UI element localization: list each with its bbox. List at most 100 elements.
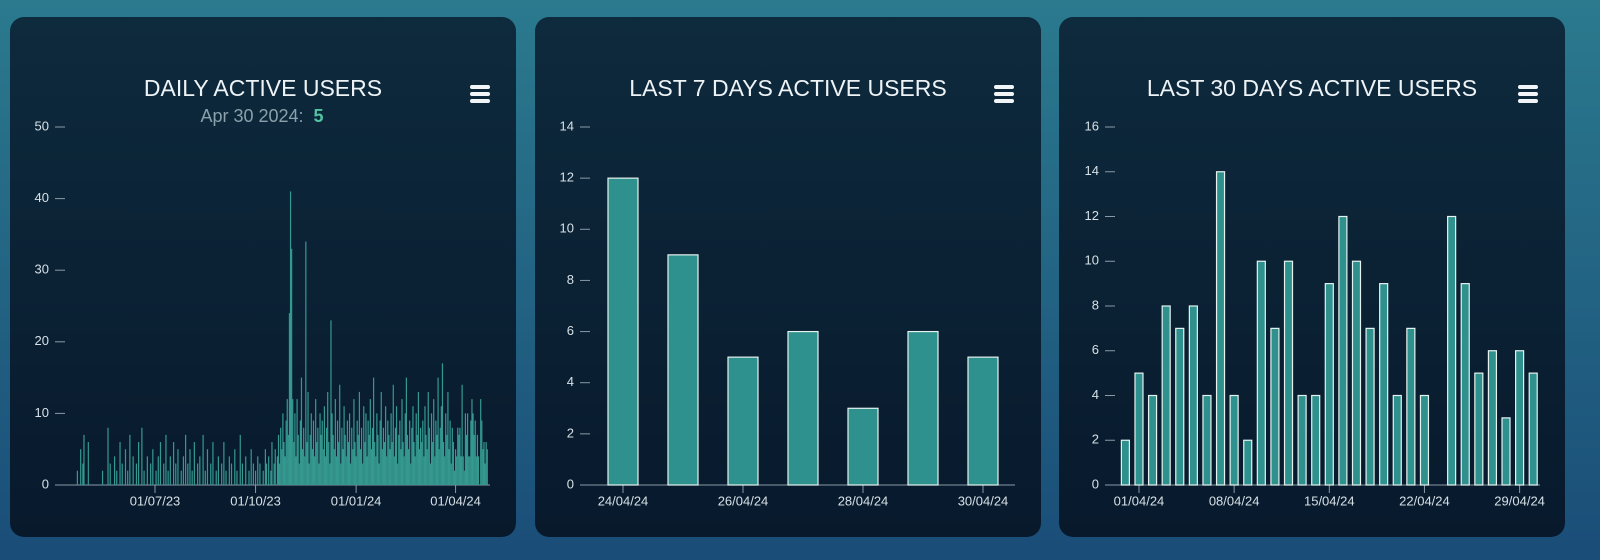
bar: [254, 470, 257, 485]
bar: [440, 406, 442, 485]
bar: [328, 442, 330, 485]
bar: [1474, 372, 1484, 486]
bar: [287, 434, 289, 485]
bar: [159, 442, 162, 485]
bar: [293, 442, 295, 485]
bar: [280, 427, 282, 485]
bar: [344, 434, 346, 485]
bar: [458, 434, 460, 485]
bar: [297, 434, 299, 485]
bar: [428, 427, 430, 485]
bar: [472, 413, 474, 485]
bar: [364, 442, 366, 485]
bar: [318, 463, 320, 485]
bar: [295, 456, 297, 485]
bar: [374, 442, 376, 485]
bar: [358, 391, 360, 485]
bar: [310, 413, 312, 485]
bar: [1460, 283, 1470, 486]
bar: [393, 456, 395, 485]
bar: [321, 420, 323, 485]
bar: [301, 449, 304, 485]
bar: [193, 442, 195, 485]
bar: [485, 442, 487, 485]
bar: [447, 391, 449, 485]
bar: [129, 434, 131, 485]
bar: [304, 456, 306, 485]
bar: [313, 456, 316, 485]
bar: [1161, 305, 1171, 486]
bar: [403, 456, 405, 485]
bar: [404, 413, 406, 485]
bar: [336, 420, 339, 485]
menu-button[interactable]: [994, 85, 1014, 103]
bar: [398, 434, 400, 485]
bar: [83, 434, 85, 485]
bar: [197, 463, 199, 485]
bar: [163, 463, 165, 485]
bar: [1134, 372, 1144, 486]
bar: [395, 406, 398, 485]
bar: [279, 463, 281, 485]
bar: [317, 427, 319, 485]
x-tick-label: 01/10/23: [230, 493, 281, 508]
menu-button[interactable]: [470, 85, 490, 103]
bar: [298, 463, 300, 485]
bar: [442, 442, 445, 485]
bar: [312, 420, 315, 485]
menu-button[interactable]: [1518, 85, 1538, 103]
bar: [334, 399, 336, 485]
x-tick-label: 29/04/24: [1494, 493, 1545, 508]
bar: [167, 470, 169, 485]
bar: [402, 442, 404, 485]
bar: [1175, 327, 1185, 486]
bar: [262, 470, 264, 485]
bar: [1297, 394, 1307, 486]
bar: [259, 463, 261, 485]
bar: [324, 456, 327, 485]
bar: [387, 420, 389, 485]
bar: [76, 470, 79, 485]
bar: [464, 413, 467, 485]
bar: [426, 449, 428, 485]
bar: [469, 456, 471, 485]
x-tick-label: 15/04/24: [1304, 493, 1355, 508]
bar: [399, 420, 401, 485]
bar: [441, 363, 444, 485]
y-tick-label: 20: [35, 333, 49, 348]
bar: [448, 449, 450, 485]
bar: [217, 456, 219, 485]
bar: [416, 434, 418, 485]
bar: [150, 463, 152, 485]
y-tick-label: 0: [42, 476, 49, 491]
bar: [223, 442, 225, 485]
bar: [228, 456, 230, 485]
bar: [1351, 260, 1362, 486]
bar: [177, 449, 179, 485]
bar: [1324, 283, 1334, 486]
bar: [187, 463, 189, 485]
y-tick-label: 50: [35, 118, 49, 133]
bar: [121, 463, 123, 485]
bar: [475, 456, 477, 485]
bar: [1256, 260, 1266, 486]
bar: [286, 399, 288, 485]
bar: [423, 456, 425, 485]
bar: [368, 434, 370, 485]
y-tick-label: 0: [567, 476, 574, 491]
bar: [341, 427, 343, 485]
bar: [392, 384, 394, 485]
bar: [316, 442, 318, 485]
bar: [322, 449, 324, 485]
bar: [377, 434, 379, 485]
bar: [457, 427, 459, 485]
bar: [265, 463, 268, 485]
bar: [346, 420, 348, 485]
bar: [116, 470, 118, 485]
bar: [465, 434, 468, 485]
bar: [210, 463, 212, 485]
bar: [473, 434, 475, 485]
bar: [359, 449, 362, 485]
bar: [212, 442, 214, 485]
bar: [289, 191, 292, 485]
